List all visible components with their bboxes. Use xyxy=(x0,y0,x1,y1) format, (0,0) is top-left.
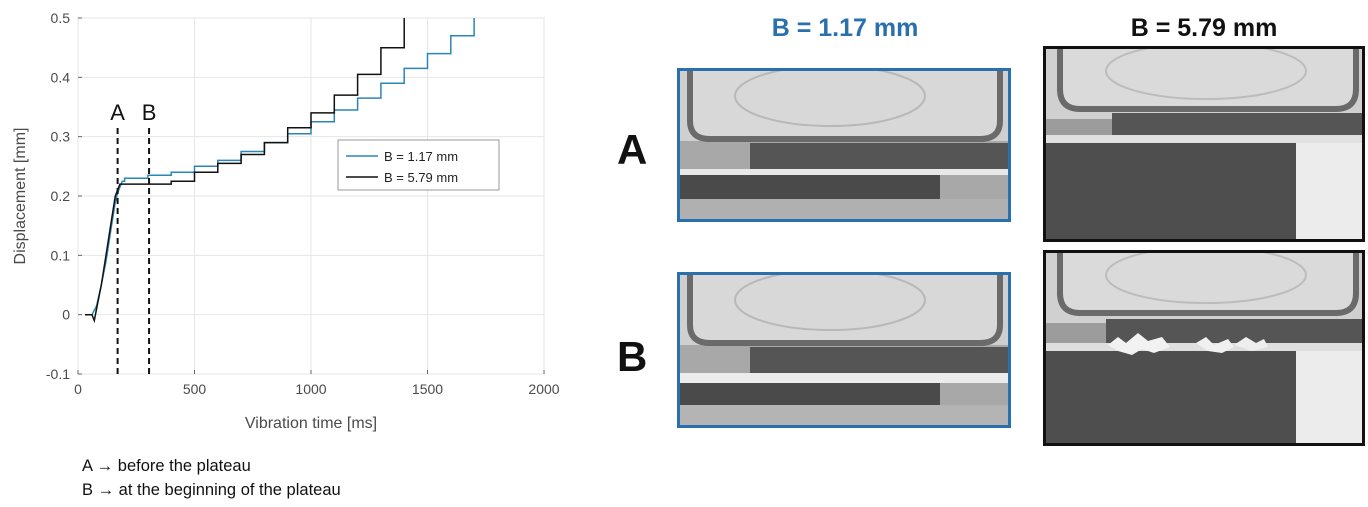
y-tick-label: 0.4 xyxy=(51,69,71,85)
weld-photo-image xyxy=(1046,49,1362,239)
y-tick-label: 0.2 xyxy=(51,188,71,204)
axis-ticks: 0 500 1000 1500 2000-0.100.10.20.30.40.5 xyxy=(46,10,560,397)
column-title-b117: B = 1.17 mm xyxy=(771,14,919,42)
x-axis-label: Vibration time [ms] xyxy=(245,415,377,432)
y-tick-label: -0.1 xyxy=(46,366,70,382)
x-tick-label: 500 xyxy=(183,381,207,397)
photo-b-b579 xyxy=(1043,250,1365,446)
note-a: A → before the plateau xyxy=(82,457,251,475)
vline-label-a: A xyxy=(110,100,125,125)
row-label-b: B xyxy=(617,333,648,380)
vline-label-b: B xyxy=(142,100,157,125)
x-tick-label: 2000 xyxy=(528,381,559,397)
series-layer xyxy=(85,18,475,324)
legend-label-b117: B = 1.17 mm xyxy=(384,149,458,164)
y-tick-label: 0.3 xyxy=(51,129,71,145)
series-line-2 xyxy=(85,18,405,324)
weld-photo-image xyxy=(680,275,1008,425)
weld-photo-image xyxy=(680,71,1008,219)
photo-a-b117 xyxy=(677,68,1011,222)
x-tick-label: 1500 xyxy=(412,381,443,397)
y-tick-label: 0.1 xyxy=(51,247,71,263)
legend-box xyxy=(337,139,500,191)
column-title-b579: B = 5.79 mm xyxy=(1130,14,1278,42)
x-tick-label: 0 xyxy=(74,381,82,397)
row-label-a: A xyxy=(617,126,648,173)
y-tick-label: 0 xyxy=(62,307,70,323)
photo-a-b579 xyxy=(1043,46,1365,242)
note-b: B → at the beginning of the plateau xyxy=(82,481,341,499)
legend: B = 1.17 mm B = 5.79 mm xyxy=(337,139,500,191)
y-axis-label: Displacement [mm] xyxy=(12,128,29,265)
notes: A → before the plateau B → at the beginn… xyxy=(82,454,341,502)
y-tick-label: 0.5 xyxy=(51,10,71,26)
legend-label-b579: B = 5.79 mm xyxy=(384,170,458,185)
weld-photo-image xyxy=(1046,253,1362,443)
x-tick-label: 1000 xyxy=(295,381,326,397)
photo-b-b117 xyxy=(677,272,1011,428)
